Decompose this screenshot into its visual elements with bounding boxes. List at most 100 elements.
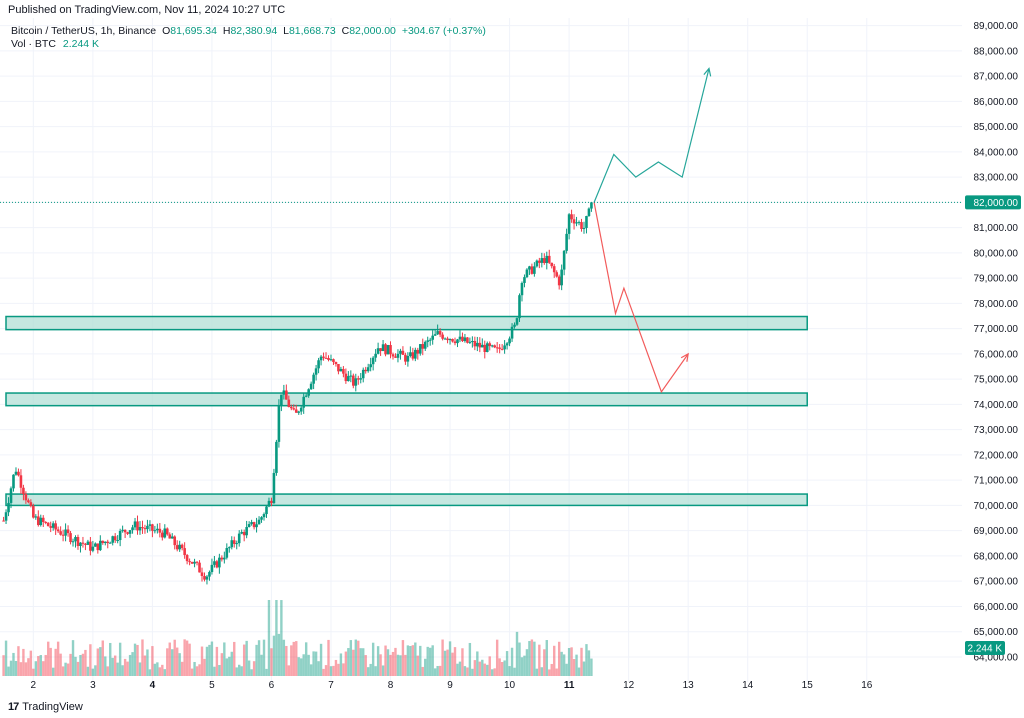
- candle-body: [227, 547, 231, 549]
- volume-bar: [488, 656, 491, 676]
- volume-row: Vol · BTC 2.244 K: [11, 38, 486, 51]
- volume-bar: [47, 641, 50, 676]
- volume-bar: [44, 654, 47, 676]
- volume-bar: [307, 654, 310, 676]
- volume-bar: [369, 663, 372, 676]
- volume-bar: [185, 640, 189, 676]
- candle-body: [547, 255, 551, 263]
- candle-body: [89, 541, 92, 551]
- volume-bar: [493, 668, 496, 676]
- volume-bar: [24, 662, 28, 676]
- volume-bar: [225, 658, 229, 676]
- candle-body: [44, 522, 48, 524]
- candle-body: [441, 334, 444, 339]
- volume-bar: [523, 655, 526, 676]
- time-axis: 2 3 4 5 6 7 8 9 10 11 12 13 14 15 16: [31, 680, 873, 691]
- volume-bar: [389, 654, 392, 676]
- volume-bar: [560, 651, 563, 676]
- candle-body: [188, 561, 191, 563]
- bullish-projection-arrowhead: [703, 67, 712, 77]
- candle-body: [314, 368, 318, 375]
- candle-body: [580, 222, 583, 229]
- candle-body: [545, 255, 549, 264]
- volume-bar: [173, 639, 176, 676]
- candle-body: [540, 258, 544, 263]
- candle-body: [394, 356, 397, 358]
- price-tick-label: 86,000.00: [974, 97, 1019, 108]
- candle-body: [327, 357, 330, 360]
- volume-bar: [7, 666, 10, 676]
- candle-body: [12, 474, 15, 489]
- volume-bar: [570, 647, 573, 676]
- candle-body: [503, 345, 506, 350]
- tradingview-brand[interactable]: TradingView: [22, 701, 83, 713]
- volume-bar: [228, 656, 231, 676]
- volume-bar: [468, 642, 472, 676]
- volume-bar: [203, 658, 206, 676]
- volume-bar: [171, 649, 174, 676]
- candle-body: [349, 375, 353, 377]
- volume-bar: [22, 648, 25, 676]
- candle-body: [223, 557, 226, 560]
- volume-bar: [51, 667, 55, 676]
- volume-bar: [32, 668, 35, 676]
- volume-bar: [562, 654, 566, 676]
- candle-body: [317, 360, 320, 369]
- date-tick-label: 14: [742, 680, 754, 691]
- volume-label[interactable]: Vol · BTC: [11, 38, 56, 50]
- volume-bar: [362, 648, 365, 676]
- volume-bar: [451, 652, 454, 676]
- volume-bar: [285, 645, 288, 676]
- volume-bar: [364, 655, 367, 676]
- candle-body: [275, 441, 278, 473]
- volume-bar: [96, 648, 100, 676]
- candle-body: [34, 516, 38, 518]
- open-label: O: [162, 25, 171, 37]
- candle-body: [17, 471, 20, 476]
- candle-body: [232, 540, 236, 544]
- candle-body: [235, 543, 239, 545]
- volume-bar: [180, 661, 184, 676]
- candle-body: [401, 350, 405, 355]
- candle-body: [535, 260, 539, 267]
- volume-bar: [280, 600, 283, 676]
- volume-bar: [183, 639, 186, 676]
- volume-bar: [376, 646, 380, 676]
- volume-bar: [448, 641, 452, 676]
- volume-bar: [344, 651, 348, 676]
- footer: 17 TradingView: [8, 700, 83, 714]
- volume-bar: [141, 639, 144, 676]
- symbol-name[interactable]: Bitcoin / TetherUS, 1h, Binance: [11, 25, 157, 37]
- candle-body: [565, 233, 568, 251]
- date-tick-label: 9: [447, 680, 453, 691]
- volume-bar: [49, 647, 52, 676]
- volume-bar: [329, 666, 333, 676]
- candle-body: [525, 269, 529, 278]
- date-tick-label: 10: [504, 680, 516, 691]
- price-axis: 89,000.00 88,000.00 87,000.00 86,000.00 85,0…: [965, 21, 1021, 663]
- candle-body: [74, 536, 77, 542]
- volume-bar: [466, 667, 469, 676]
- volume-bar: [431, 645, 434, 676]
- volume-bar: [277, 633, 281, 676]
- volume-bar: [128, 654, 132, 676]
- candle-body: [418, 344, 422, 354]
- candle-body: [411, 352, 415, 359]
- volume-bar: [163, 669, 166, 676]
- candle-body: [530, 266, 534, 274]
- volume-bar: [381, 665, 385, 676]
- candle-body: [287, 399, 291, 408]
- candle-body: [289, 407, 293, 409]
- candle-body: [136, 521, 139, 531]
- price-tick-label: 73,000.00: [974, 425, 1019, 436]
- support-zone: [5, 315, 808, 331]
- candle-body: [463, 337, 467, 342]
- volume-bar: [500, 662, 504, 676]
- support-zones: [5, 315, 808, 507]
- volume-bar: [213, 666, 216, 676]
- volume-bar: [290, 645, 293, 676]
- tradingview-logo-icon[interactable]: 17: [8, 701, 19, 713]
- volume-bar: [37, 656, 40, 676]
- volume-bar: [104, 656, 107, 676]
